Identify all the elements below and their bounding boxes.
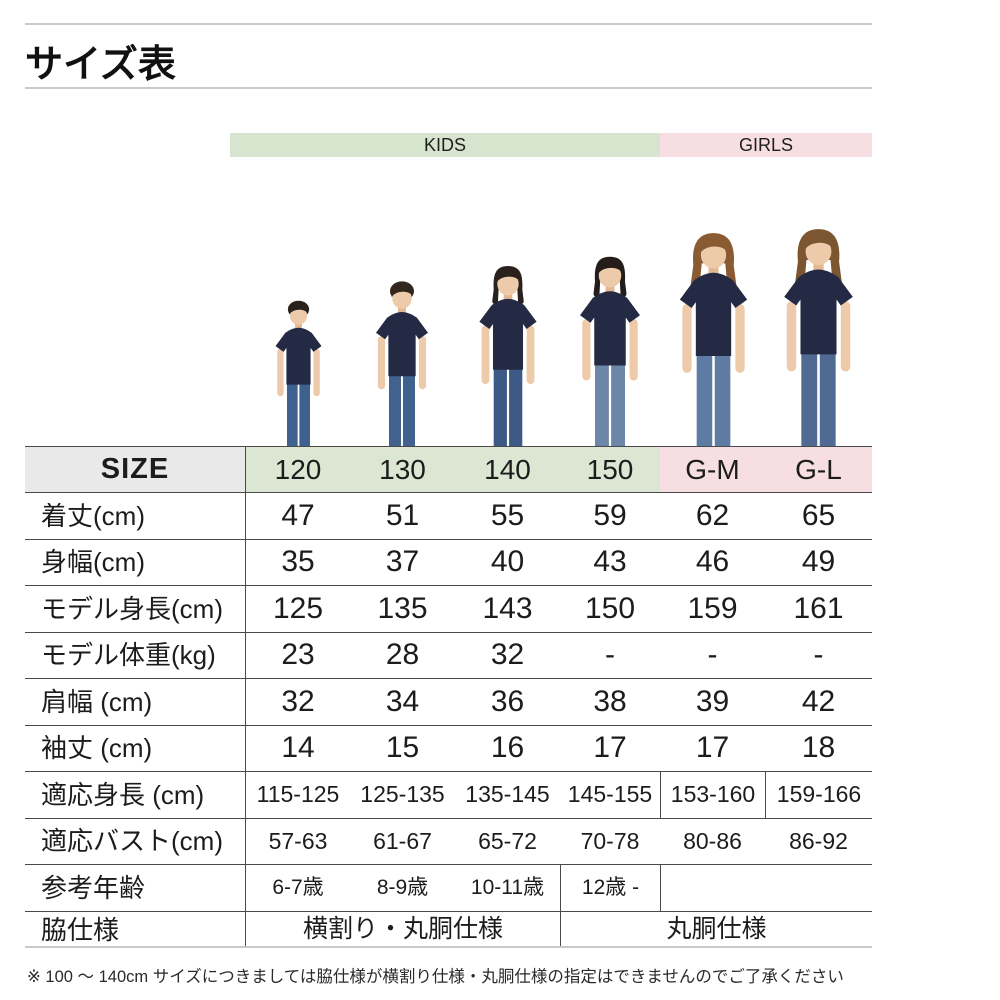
table-cell: 70-78	[560, 819, 660, 865]
table-cell: 115-125	[246, 772, 350, 819]
table-cell: 32	[246, 679, 350, 726]
page-title: サイズ表	[25, 44, 176, 86]
table-cell: 59	[560, 493, 660, 540]
row-label-reference-age: 参考年齢	[25, 865, 246, 912]
model-photo-120	[264, 297, 333, 447]
table-cell: 23	[246, 633, 350, 679]
table-cell: 51	[350, 493, 455, 540]
girls-group-label: GIRLS	[738, 134, 794, 155]
model-photo-130	[363, 277, 441, 447]
table-cell: 35	[246, 540, 350, 586]
table-cell: 55	[455, 493, 560, 540]
table-cell: 36	[455, 679, 560, 726]
table-cell: 125	[246, 586, 350, 633]
table-cell: -	[660, 633, 765, 679]
table-cell: 161	[765, 586, 872, 633]
row-label-body-width: 身幅(cm)	[25, 539, 246, 586]
column-header-140: 140	[455, 446, 560, 493]
table-cell: 10-11歳	[455, 865, 560, 912]
column-header-120: 120	[246, 446, 350, 493]
table-cell: 57-63	[246, 819, 350, 865]
column-header-g-l: G-L	[765, 446, 872, 493]
table-cell: 61-67	[350, 819, 455, 865]
row-label-body-length: 着丈(cm)	[25, 493, 246, 540]
table-cell: 159	[660, 586, 765, 633]
table-cell: 47	[246, 493, 350, 540]
table-cell: 49	[765, 540, 872, 586]
table-cell-side-spec-kids: 横割り・丸胴仕様	[302, 915, 503, 943]
table-cell: 37	[350, 540, 455, 586]
size-table: SIZE 120 130 140 150 G-M G-L 着丈(cm) 47 5…	[25, 446, 872, 948]
bottom-rule	[25, 946, 872, 948]
table-cell: 80-86	[660, 819, 765, 865]
row-label-shoulder-width: 肩幅 (cm)	[25, 679, 246, 726]
row-label-sleeve-length: 袖丈 (cm)	[25, 725, 246, 772]
column-header-130: 130	[350, 446, 455, 493]
table-cell: 32	[455, 633, 560, 679]
table-cell: 28	[350, 633, 455, 679]
table-cell: 17	[560, 726, 660, 772]
table-cell: 18	[765, 726, 872, 772]
kids-group-band: KIDS	[230, 133, 660, 157]
table-cell: 135-145	[455, 772, 560, 819]
table-cell: 150	[560, 586, 660, 633]
table-cell: 135	[350, 586, 455, 633]
table-cell: 125-135	[350, 772, 455, 819]
table-cell: 43	[560, 540, 660, 586]
row-label-fit-height: 適応身長 (cm)	[25, 772, 246, 819]
table-cell: 12歳 -	[560, 865, 660, 912]
row-label-model-weight: モデル体重(kg)	[25, 632, 246, 679]
table-cell: 38	[560, 679, 660, 726]
table-cell: 8-9歳	[350, 865, 455, 912]
table-cell: -	[765, 633, 872, 679]
table-cell: 34	[350, 679, 455, 726]
table-cell: 62	[660, 493, 765, 540]
table-cell-empty	[660, 865, 872, 912]
table-cell: 42	[765, 679, 872, 726]
table-cell: 6-7歳	[246, 865, 350, 912]
title-underline-rule	[25, 87, 872, 89]
kids-group-label: KIDS	[423, 134, 466, 155]
table-cell: 40	[455, 540, 560, 586]
model-photo-140	[465, 261, 551, 447]
table-cell: -	[560, 633, 660, 679]
column-header-150: 150	[560, 446, 660, 493]
model-photo-g-m	[663, 228, 764, 447]
model-photo-150	[565, 251, 655, 447]
row-label-side-spec: 脇仕様	[25, 911, 246, 948]
table-cell: 15	[350, 726, 455, 772]
model-photo-g-l	[767, 224, 870, 447]
table-cell: 39	[660, 679, 765, 726]
table-cell: 17	[660, 726, 765, 772]
table-cell: 46	[660, 540, 765, 586]
table-cell: 153-160	[660, 772, 765, 819]
girls-group-band: GIRLS	[660, 133, 872, 157]
row-label-fit-bust: 適応バスト(cm)	[25, 818, 246, 865]
column-header-g-m: G-M	[660, 446, 765, 493]
table-cell: 143	[455, 586, 560, 633]
top-rule	[25, 23, 872, 25]
table-cell-side-spec-girls: 丸胴仕様	[560, 911, 872, 948]
row-label-model-height: モデル身長(cm)	[25, 586, 246, 633]
table-cell: 159-166	[765, 772, 872, 819]
table-cell: 86-92	[765, 819, 872, 865]
footnote: ※ 100 ～ 140cm サイズにつきましては脇仕様が横割り仕様・丸胴仕様の指…	[27, 968, 844, 986]
table-cell: 65	[765, 493, 872, 540]
table-cell: 14	[246, 726, 350, 772]
table-cell: 145-155	[560, 772, 660, 819]
table-corner-size: SIZE	[25, 446, 246, 493]
table-cell: 65-72	[455, 819, 560, 865]
table-cell: 16	[455, 726, 560, 772]
